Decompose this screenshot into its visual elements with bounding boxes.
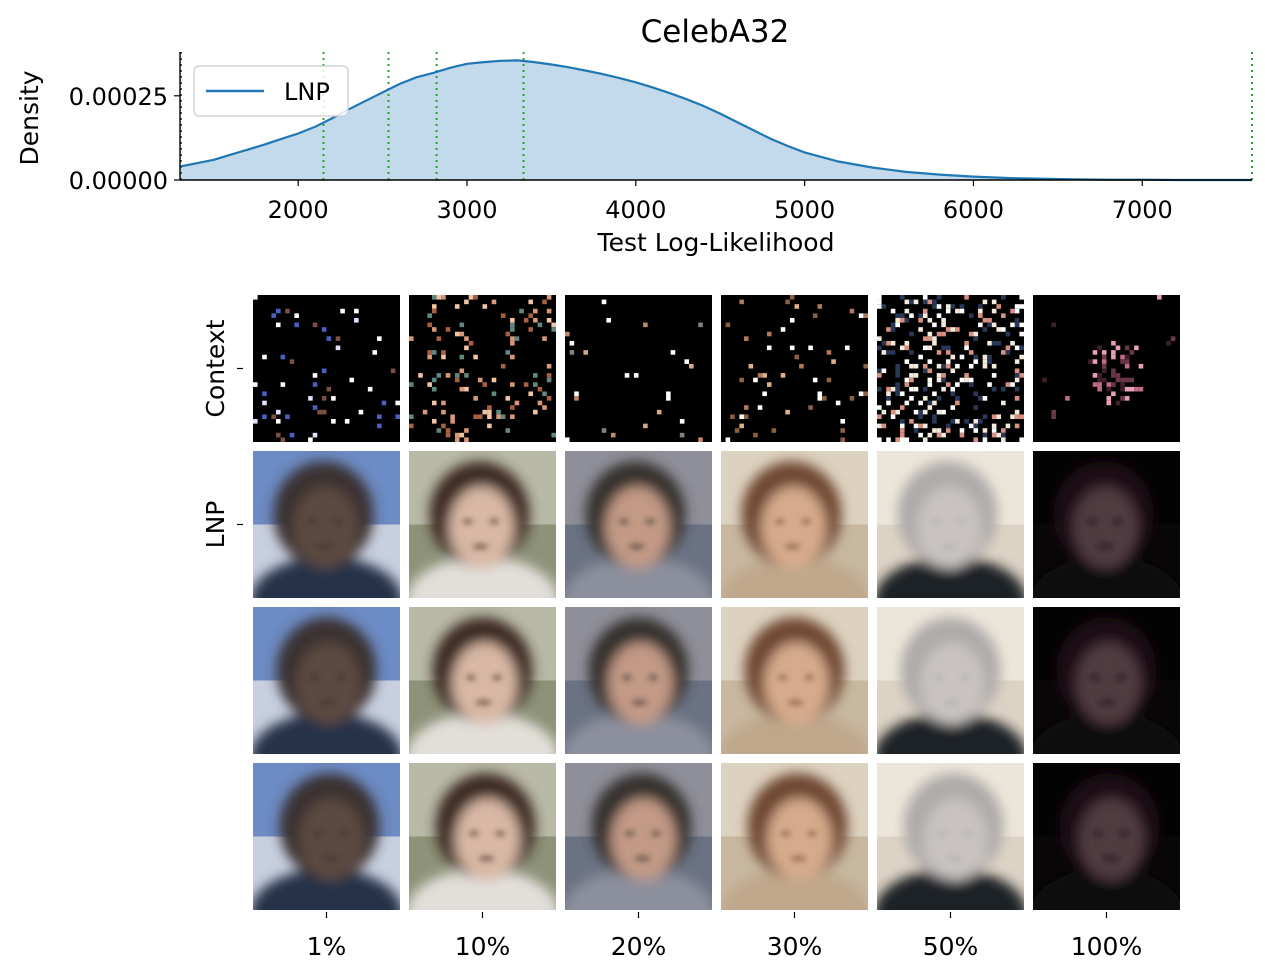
- row-label: LNP: [201, 501, 230, 549]
- context-image: [565, 295, 712, 442]
- column-labels: 1% 10% 20% 30% 50% 100%: [307, 912, 1142, 961]
- density-line-lnp: [179, 59, 1252, 182]
- lnp-sample-image: [253, 763, 400, 910]
- lnp-sample-image: [253, 451, 400, 598]
- y-tick-label: 0.00025: [69, 83, 168, 111]
- context-image: [1033, 295, 1180, 442]
- row-labels: Context LNP: [201, 319, 243, 548]
- context-image: [721, 295, 868, 442]
- lnp-sample-image: [409, 763, 556, 910]
- lnp-sample-image: [1033, 607, 1180, 754]
- x-tick-label: 5000: [774, 196, 835, 224]
- y-axis-ticks: 0.00000 0.00025: [69, 83, 180, 195]
- lnp-sample-image: [565, 451, 712, 598]
- lnp-sample-image: [1033, 451, 1180, 598]
- x-tick-label: 2000: [268, 196, 329, 224]
- legend: LNP: [193, 65, 349, 117]
- y-tick-label: 0.00000: [69, 167, 168, 195]
- density-plot: CelebA32 2000 3000 4000 5000 6000 7000 0.0000…: [15, 14, 1253, 257]
- lnp-sample-image: [877, 607, 1024, 754]
- column-label: 10%: [455, 932, 511, 961]
- legend-label-lnp: LNP: [284, 78, 330, 106]
- x-axis-label: Test Log-Likelihood: [597, 228, 835, 257]
- x-tick-label: 6000: [943, 196, 1004, 224]
- lnp-sample-image: [565, 607, 712, 754]
- x-axis-ticks: 2000 3000 4000 5000 6000 7000: [268, 180, 1173, 224]
- lnp-sample-image: [565, 763, 712, 910]
- x-tick-label: 4000: [605, 196, 666, 224]
- x-tick-label: 7000: [1112, 196, 1173, 224]
- legend-box: [193, 65, 349, 117]
- row-label: Context: [201, 319, 230, 417]
- column-label: 50%: [923, 932, 979, 961]
- lnp-sample-image: [877, 451, 1024, 598]
- lnp-sample-image: [1033, 763, 1180, 910]
- lnp-sample-image: [253, 607, 400, 754]
- column-label: 20%: [611, 932, 667, 961]
- lnp-sample-image: [409, 451, 556, 598]
- lnp-sample-image: [721, 763, 868, 910]
- lnp-sample-image: [877, 763, 1024, 910]
- lnp-sample-image: [721, 607, 868, 754]
- image-grid: [253, 295, 1180, 910]
- density-title: CelebA32: [641, 14, 790, 50]
- lnp-sample-image: [721, 451, 868, 598]
- column-label: 100%: [1071, 932, 1142, 961]
- context-image: [253, 295, 400, 442]
- x-tick-label: 3000: [436, 196, 497, 224]
- context-image: [409, 295, 556, 442]
- column-label: 30%: [767, 932, 823, 961]
- y-axis-label: Density: [15, 70, 44, 165]
- context-image: [877, 295, 1024, 442]
- lnp-sample-image: [409, 607, 556, 754]
- column-label: 1%: [307, 932, 347, 961]
- density-fill-lnp: [180, 60, 1252, 180]
